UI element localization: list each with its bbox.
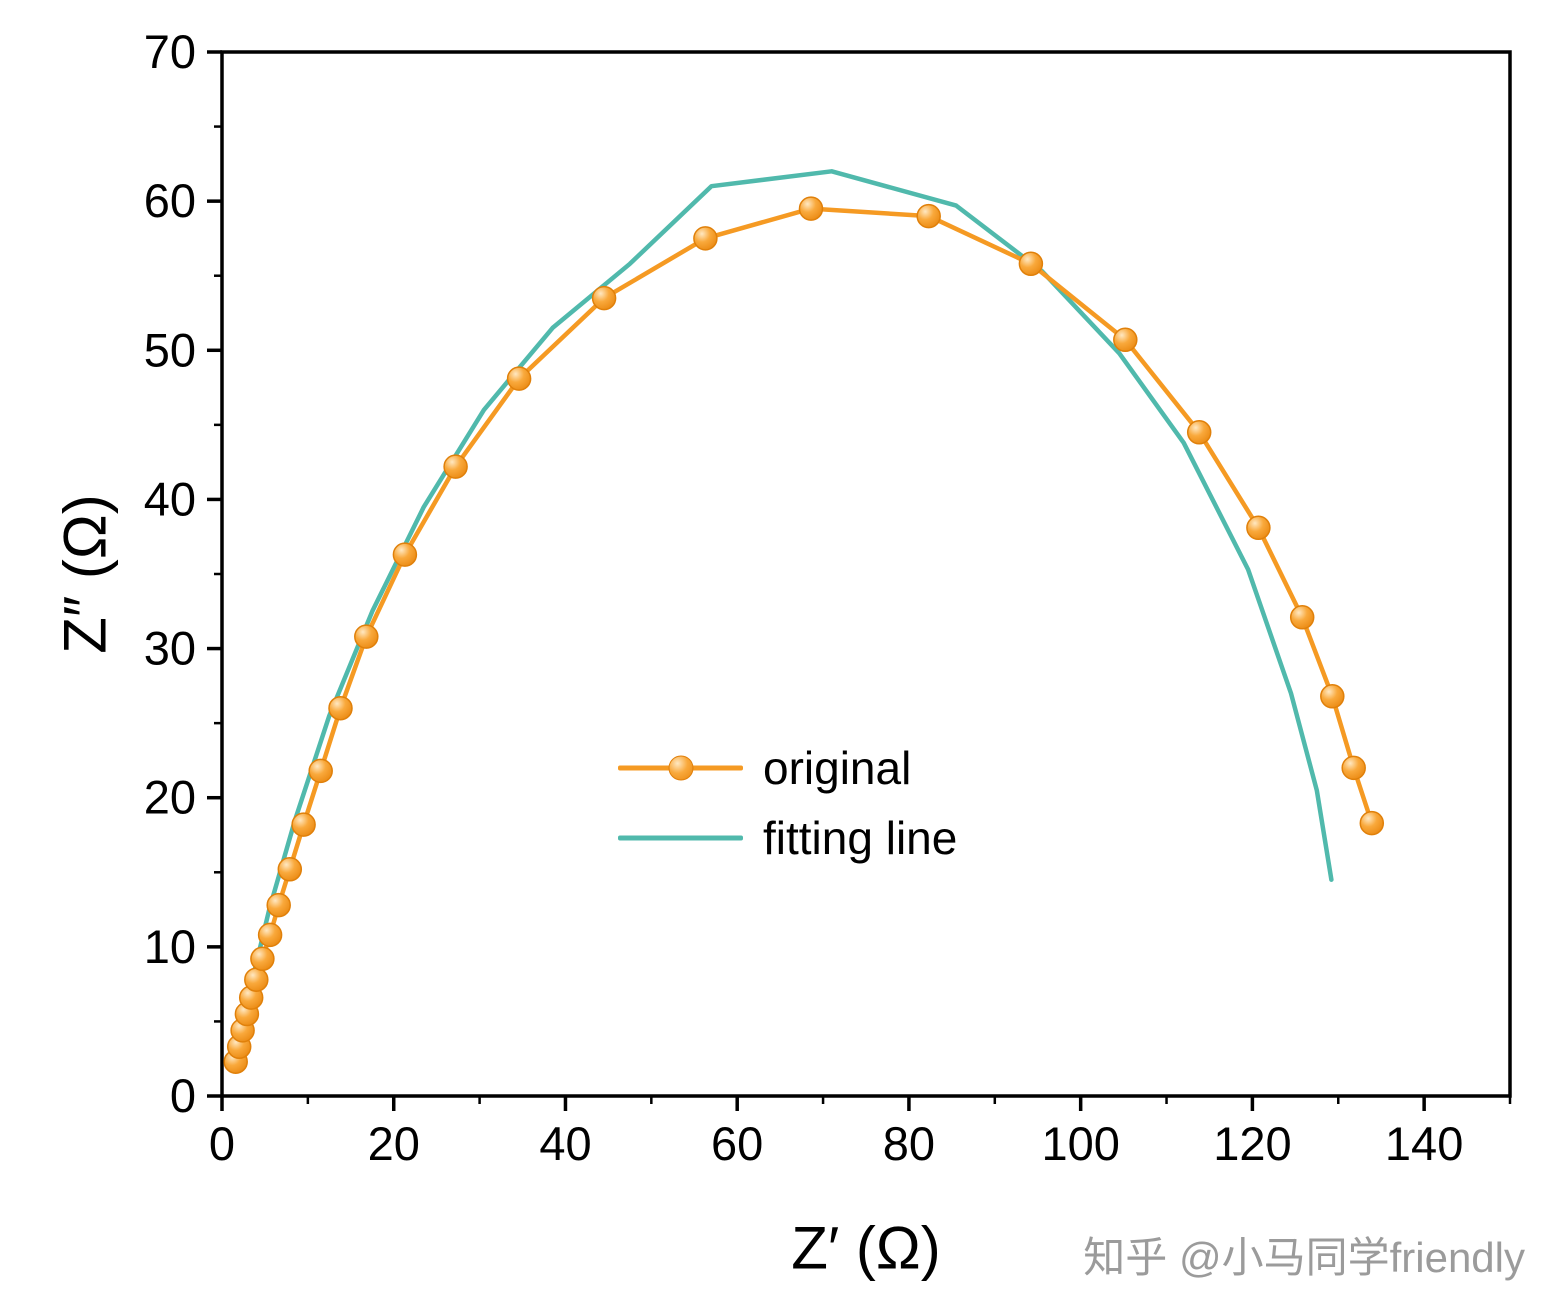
legend: original fitting line	[618, 736, 957, 870]
data-point-marker	[1018, 251, 1044, 277]
data-point-marker	[1289, 605, 1315, 630]
legend-line-fitting	[618, 835, 743, 841]
data-point-marker	[1341, 755, 1366, 781]
y-tick-label: 0	[170, 1069, 196, 1122]
legend-item-fitting-line: fitting line	[618, 806, 957, 870]
x-tick-label: 120	[1213, 1117, 1291, 1170]
legend-label-original: original	[763, 742, 912, 794]
x-tick-label: 80	[883, 1117, 935, 1170]
y-tick-label: 20	[144, 771, 196, 824]
data-point-marker	[291, 812, 316, 837]
x-tick-label: 60	[711, 1117, 763, 1170]
data-point-marker	[1246, 515, 1271, 541]
data-point-marker	[250, 946, 275, 972]
x-tick-label: 0	[209, 1117, 235, 1170]
x-axis-label: Z′ (Ω)	[791, 1214, 941, 1282]
data-point-marker	[1320, 684, 1345, 709]
watermark: 知乎 @小马同学friendly	[1083, 1234, 1525, 1281]
data-point-marker	[392, 542, 418, 567]
y-tick-label: 50	[144, 323, 196, 376]
x-tick-label: 100	[1041, 1117, 1119, 1170]
data-point-marker	[798, 196, 824, 221]
x-tick-label: 140	[1385, 1117, 1463, 1170]
x-tick-label: 40	[539, 1117, 591, 1170]
plot-frame	[220, 50, 1512, 1098]
y-tick-label: 60	[144, 174, 196, 227]
y-tick-label: 70	[144, 25, 196, 78]
legend-marker-original-icon	[668, 755, 693, 781]
data-point-marker	[308, 758, 333, 784]
data-point-marker	[443, 454, 468, 479]
data-point-marker	[1113, 327, 1138, 353]
data-point-marker	[354, 624, 379, 649]
legend-label-fitting-line: fitting line	[763, 812, 958, 864]
data-point-marker	[244, 967, 269, 992]
data-point-marker	[277, 857, 303, 882]
y-tick-label: 30	[144, 622, 196, 675]
data-point-marker	[693, 226, 718, 251]
data-point-marker	[257, 922, 283, 948]
data-point-marker	[1186, 420, 1212, 445]
y-axis-label: Z″ (Ω)	[51, 494, 119, 654]
series-line-fitting-line	[232, 169, 1334, 1069]
data-point-marker	[506, 366, 532, 391]
data-point-marker	[1359, 810, 1385, 836]
series-line-original	[233, 206, 1375, 1064]
y-tick-label: 10	[144, 920, 196, 973]
data-point-marker	[328, 695, 353, 721]
y-tick-label: 40	[144, 472, 196, 525]
legend-swatch-original	[618, 754, 743, 782]
x-tick-label: 20	[368, 1117, 420, 1170]
legend-swatch-fitting-line	[618, 824, 743, 852]
data-point-marker	[266, 892, 291, 918]
data-point-marker	[591, 285, 617, 311]
data-point-marker	[916, 203, 941, 229]
legend-item-original: original	[618, 736, 957, 800]
